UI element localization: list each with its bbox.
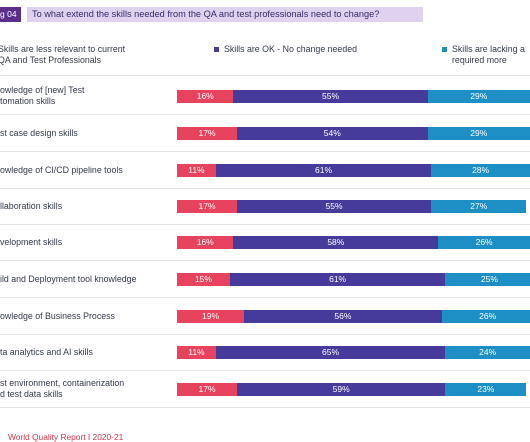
source-footer: World Quality Report I 2020-21 <box>8 432 124 442</box>
bar-segment: 61% <box>229 272 446 286</box>
category-label: llaboration skills <box>0 200 63 211</box>
legend-label: Skills are lacking a <box>452 44 525 54</box>
legend-label: Skills are OK - No change needed <box>224 44 358 54</box>
bar-segment: 65% <box>215 345 446 359</box>
stacked-bar: 17% 55% 27% <box>177 199 530 213</box>
bar-segment: 11% <box>177 345 216 359</box>
category-label: owledge of [new] Test tomation skills <box>0 85 85 106</box>
row-divider <box>0 188 530 189</box>
bar-segment: 54% <box>237 126 428 140</box>
bar-segment: 55% <box>233 89 428 103</box>
row-divider <box>0 297 530 298</box>
bar-segment: 29% <box>427 89 530 103</box>
bar-segment: 16% <box>177 89 234 103</box>
row-divider <box>0 407 530 408</box>
bar-segment: 61% <box>215 163 432 177</box>
stacked-bar: 16% 55% 29% <box>177 89 530 103</box>
category-label: velopment skills <box>0 236 63 247</box>
legend-swatch <box>214 47 219 52</box>
stacked-bar: 17% 59% 23% <box>177 382 530 396</box>
row-divider <box>0 370 530 371</box>
bar-segment: 19% <box>177 309 245 323</box>
legend-swatch <box>442 47 447 52</box>
category-label: ta analytics and AI skills <box>0 346 93 357</box>
bar-segment: 29% <box>427 126 530 140</box>
bar-segment: 23% <box>445 382 527 396</box>
stacked-bar: 19% 56% 26% <box>177 309 530 323</box>
chart-title: To what extend the skills needed from th… <box>27 7 423 22</box>
stacked-bar: 17% 54% 29% <box>177 126 530 140</box>
bar-segment: 17% <box>177 199 237 213</box>
stacked-bar: 11% 65% 24% <box>177 345 530 359</box>
bar-segment: 55% <box>237 199 432 213</box>
bar-segment: 15% <box>177 272 230 286</box>
bar-segment: 24% <box>445 345 530 359</box>
category-label: ild and Deployment tool knowledge <box>0 273 137 284</box>
stacked-bar: 11% 61% 28% <box>177 163 530 177</box>
bar-segment: 16% <box>177 235 234 249</box>
bar-segment: 56% <box>244 309 442 323</box>
legend-label: QA and Test Professionals <box>0 55 102 65</box>
bar-segment: 17% <box>177 382 237 396</box>
bar-segment: 58% <box>233 235 439 249</box>
category-label: st case design skills <box>0 127 78 138</box>
row-divider <box>0 334 530 335</box>
stacked-bar: 15% 61% 25% <box>177 272 530 286</box>
bar-segment: 59% <box>237 382 446 396</box>
figure-tag: g 04 <box>0 7 21 22</box>
bar-segment: 17% <box>177 126 237 140</box>
stacked-bar: 16% 58% 26% <box>177 235 530 249</box>
row-divider <box>0 151 530 152</box>
row-divider <box>0 224 530 225</box>
category-label: owledge of Business Process <box>0 310 115 321</box>
legend-label: required more <box>452 55 507 65</box>
category-label: st environment, containerization d test d… <box>0 378 125 399</box>
row-divider <box>0 260 530 261</box>
bar-segment: 27% <box>431 199 527 213</box>
row-divider <box>0 75 530 76</box>
legend-label: Skills are less relevant to current <box>0 44 126 54</box>
bar-segment: 11% <box>177 163 216 177</box>
bar-segment: 26% <box>441 309 530 323</box>
bar-segment: 25% <box>445 272 530 286</box>
bar-segment: 26% <box>438 235 530 249</box>
row-divider <box>0 114 530 115</box>
bar-segment: 28% <box>431 163 530 177</box>
category-label: owledge of CI/CD pipeline tools <box>0 164 123 175</box>
